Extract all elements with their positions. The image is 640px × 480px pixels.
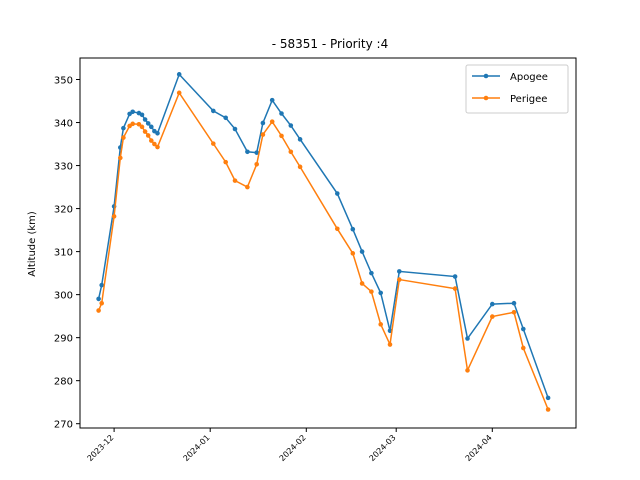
perigee-data-point: [397, 277, 402, 282]
apogee-data-point: [335, 191, 340, 196]
perigee-data-point: [359, 281, 365, 286]
apogee-data-point: [245, 149, 250, 155]
y-tick-label: 290: [54, 334, 73, 345]
apogee-data-point: [359, 249, 365, 254]
perigee-data-point: [288, 149, 294, 155]
apogee-data-point: [145, 121, 151, 126]
y-ticks: 270 280 290 300 310 320 330 340 350: [54, 76, 80, 431]
perigee-data-point: [149, 138, 154, 143]
y-axis-label: Altitude (km): [27, 211, 38, 277]
y-tick-label: 310: [54, 248, 73, 259]
perigee-data-point: [176, 90, 182, 96]
apogee-data-point: [465, 336, 470, 341]
perigee-data-point: [223, 159, 228, 165]
perigee-data-point: [96, 308, 101, 313]
perigee-data-point: [260, 132, 266, 137]
apogee-data-point: [139, 112, 145, 118]
perigee-data-point: [245, 184, 250, 190]
apogee-data-point: [121, 125, 126, 131]
perigee-data-point: [297, 164, 303, 170]
perigee-data-point: [130, 121, 135, 127]
perigee-data-point: [465, 368, 470, 373]
apogee-data-point: [297, 137, 303, 142]
perigee-data-point: [452, 286, 458, 291]
perigee-data-point: [369, 289, 374, 294]
perigee-data-point: [378, 322, 384, 327]
apogee-data-point: [260, 120, 266, 126]
legend: Apogee Perigee: [465, 64, 569, 114]
perigee-data-point: [136, 121, 142, 127]
apogee-data-point: [96, 296, 101, 302]
apogee-data-point: [350, 226, 356, 232]
perigee-data-point: [121, 135, 126, 140]
perigee-data-point: [145, 133, 151, 138]
apogee-data-point: [269, 97, 275, 103]
perigee-data-point: [99, 300, 104, 306]
perigee-data-point: [335, 226, 340, 232]
apogee-data-point: [545, 395, 551, 401]
apogee-data-point: [130, 109, 135, 115]
apogee-data-point: [176, 72, 182, 77]
apogee-data-point: [397, 269, 402, 274]
apogee-data-point: [490, 301, 495, 307]
apogee-data-point: [223, 115, 228, 121]
apogee-data-point: [279, 111, 284, 116]
plot-frame: [79, 57, 577, 429]
y-tick-label: 270: [54, 420, 73, 431]
legend-box: [465, 64, 569, 114]
perigee-data-point: [511, 309, 517, 315]
apogee-data-point: [521, 326, 526, 332]
perigee-data-point: [490, 314, 495, 319]
perigee-data-point: [545, 407, 551, 412]
chart-title: - 58351 - Priority :4: [272, 37, 388, 51]
apogee-data-point: [155, 130, 160, 136]
perigee-data-point: [155, 144, 160, 150]
perigee-data-point: [111, 214, 117, 219]
apogee-data-point: [511, 300, 517, 306]
apogee-data-point: [142, 117, 148, 122]
y-tick-label: 340: [54, 119, 73, 130]
plot-series: [96, 72, 551, 412]
legend-marker-apogee: [483, 73, 489, 79]
apogee-data-point: [452, 274, 458, 279]
y-tick-label: 320: [54, 205, 73, 216]
y-tick-label: 300: [54, 291, 73, 302]
perigee-data-point: [269, 119, 275, 124]
perigee-data-point: [254, 161, 259, 167]
y-tick-label: 280: [54, 377, 73, 388]
apogee-data-point: [288, 123, 294, 128]
apogee-data-point: [99, 282, 104, 288]
perigee-data-point: [139, 124, 145, 130]
legend-label-apogee: Apogee: [510, 72, 548, 83]
apogee-data-point: [232, 126, 238, 132]
perigee-data-point: [211, 141, 216, 146]
apogee-data-point: [254, 150, 259, 155]
legend-label-perigee: Perigee: [510, 94, 547, 105]
perigee-data-point: [152, 141, 157, 147]
perigee-data-point: [279, 133, 284, 139]
legend-marker-perigee: [483, 95, 489, 101]
y-tick-label: 330: [54, 162, 73, 173]
perigee-data-point: [142, 129, 148, 134]
apogee-data-point: [211, 108, 216, 114]
perigee-data-point: [521, 345, 526, 351]
apogee-data-point: [149, 124, 154, 130]
perigee-data-point: [387, 342, 393, 347]
apogee-data-point: [378, 290, 384, 296]
y-tick-label: 350: [54, 76, 73, 87]
apogee-data-point: [369, 270, 374, 276]
perigee-data-point: [350, 251, 356, 256]
perigee-data-point: [118, 155, 123, 161]
perigee-data-point: [232, 178, 238, 183]
